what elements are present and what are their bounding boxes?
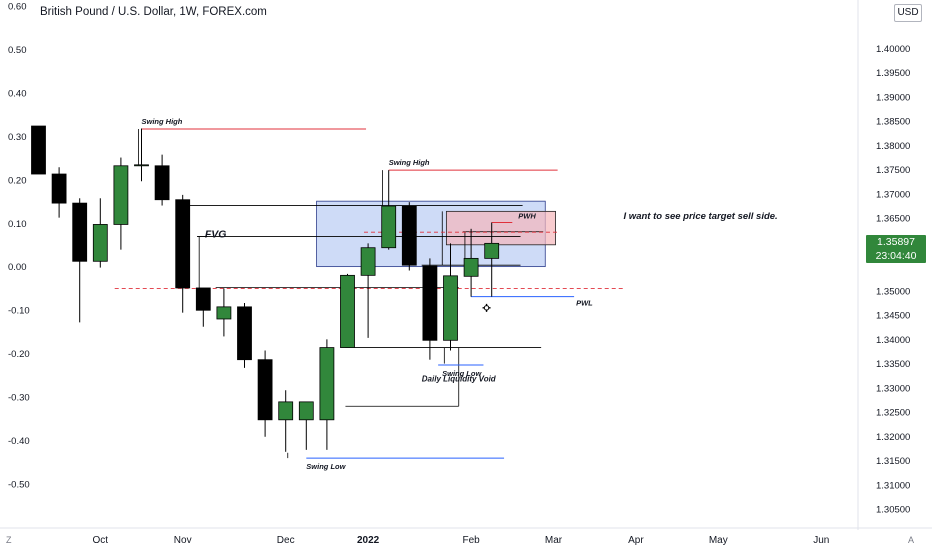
right-axis-tick-label: 1.33500 xyxy=(876,359,910,370)
left-axis-tick-label: -0.30 xyxy=(8,393,30,404)
candle-body[interactable] xyxy=(484,242,500,259)
right-axis-tick-label: 1.34500 xyxy=(876,311,910,322)
candle-body[interactable] xyxy=(154,165,170,201)
candle-body[interactable] xyxy=(195,287,211,311)
right-axis-tick-label: 1.33000 xyxy=(876,383,910,394)
time-axis-label: Apr xyxy=(628,535,644,546)
last-price: 1.35897 xyxy=(877,236,915,248)
candle-body[interactable] xyxy=(360,247,376,276)
time-axis-label: Feb xyxy=(462,535,480,546)
time-axis-label: 2022 xyxy=(357,535,380,546)
level-label: PWL xyxy=(576,299,593,308)
level-label: PWH xyxy=(518,212,536,221)
left-axis-tick-label: 0.40 xyxy=(8,88,27,99)
right-axis-tick-label: 1.32000 xyxy=(876,432,910,443)
candle-body[interactable] xyxy=(92,224,108,262)
annotation-text: FVG xyxy=(205,229,227,241)
right-axis-tick-label: 1.37000 xyxy=(876,189,910,200)
currency-selector[interactable]: USD xyxy=(894,4,922,22)
level-label: Swing High xyxy=(389,158,430,167)
candle-body[interactable] xyxy=(31,125,46,175)
left-axis-tick-label: -0.40 xyxy=(8,436,30,447)
left-axis-tick-label: 0.30 xyxy=(8,132,27,143)
right-axis-tick-label: 1.38000 xyxy=(876,141,910,152)
left-axis-tick-label: -0.50 xyxy=(8,480,30,491)
candle-body[interactable] xyxy=(278,401,294,421)
level-label: Swing Low xyxy=(442,369,482,378)
candle-body[interactable] xyxy=(134,164,149,167)
candle-body[interactable] xyxy=(216,306,232,320)
right-axis-tick-label: 1.40000 xyxy=(876,44,910,55)
candle-body[interactable] xyxy=(237,306,252,361)
left-axis-tick-label: 0.50 xyxy=(8,45,27,56)
right-axis-tick-label: 1.36500 xyxy=(876,214,910,225)
annotation-text: Daily Liquidity Void xyxy=(422,375,497,384)
left-axis-tick-label: 0.20 xyxy=(8,175,27,186)
last-price-label: 1.35897 23:04:40 xyxy=(866,235,926,263)
candle-body[interactable] xyxy=(298,401,314,421)
right-axis-tick-label: 1.35000 xyxy=(876,286,910,297)
right-axis-tick-label: 1.30500 xyxy=(876,505,910,516)
left-axis-tick-label: 0.00 xyxy=(8,262,27,273)
candle-body[interactable] xyxy=(401,205,417,266)
time-axis-label: Dec xyxy=(277,535,295,546)
crosshair-cursor-center xyxy=(483,305,490,311)
level-label: Swing Low xyxy=(306,462,346,471)
timezone-label: Z xyxy=(6,535,12,545)
left-axis-tick-label: -0.20 xyxy=(8,349,30,360)
right-axis-tick-label: 1.32500 xyxy=(876,408,910,419)
right-axis-tick-label: 1.39000 xyxy=(876,92,910,103)
candle-body[interactable] xyxy=(257,359,273,421)
candle-body[interactable] xyxy=(381,205,397,249)
right-axis-tick-label: 1.34000 xyxy=(876,335,910,346)
left-axis-tick-label: -0.10 xyxy=(8,306,30,317)
left-axis-tick-label: 0.10 xyxy=(8,219,27,230)
supply-zone-box[interactable] xyxy=(445,210,556,246)
time-axis-label: Jun xyxy=(813,535,829,546)
time-axis-label: Nov xyxy=(174,535,192,546)
symbol-title: British Pound / U.S. Dollar, 1W, FOREX.c… xyxy=(40,6,267,18)
candle-body[interactable] xyxy=(463,257,479,277)
candle-body[interactable] xyxy=(422,265,438,341)
candle-body[interactable] xyxy=(443,275,458,341)
bar-countdown: 23:04:40 xyxy=(875,250,917,262)
left-axis-tick-label: 0.60 xyxy=(8,2,27,13)
candle-body[interactable] xyxy=(72,202,88,262)
candle-body[interactable] xyxy=(175,199,191,289)
time-axis-label: Oct xyxy=(93,535,109,546)
candle-body[interactable] xyxy=(319,347,335,421)
time-axis-label: May xyxy=(709,535,728,546)
auto-scale-toggle: A xyxy=(908,535,914,545)
right-axis-tick-label: 1.39500 xyxy=(876,68,910,79)
candle-body[interactable] xyxy=(51,173,67,204)
annotation-text: I want to see price target sell side. xyxy=(624,211,778,222)
candle-body[interactable] xyxy=(113,165,129,225)
right-axis-tick-label: 1.31500 xyxy=(876,456,910,467)
right-axis-tick-label: 1.38500 xyxy=(876,117,910,128)
level-label: Swing High xyxy=(142,117,183,126)
right-axis-tick-label: 1.31000 xyxy=(876,480,910,491)
right-axis-tick-label: 1.37500 xyxy=(876,165,910,176)
candle-body[interactable] xyxy=(340,274,355,348)
time-axis-label: Mar xyxy=(545,535,563,546)
